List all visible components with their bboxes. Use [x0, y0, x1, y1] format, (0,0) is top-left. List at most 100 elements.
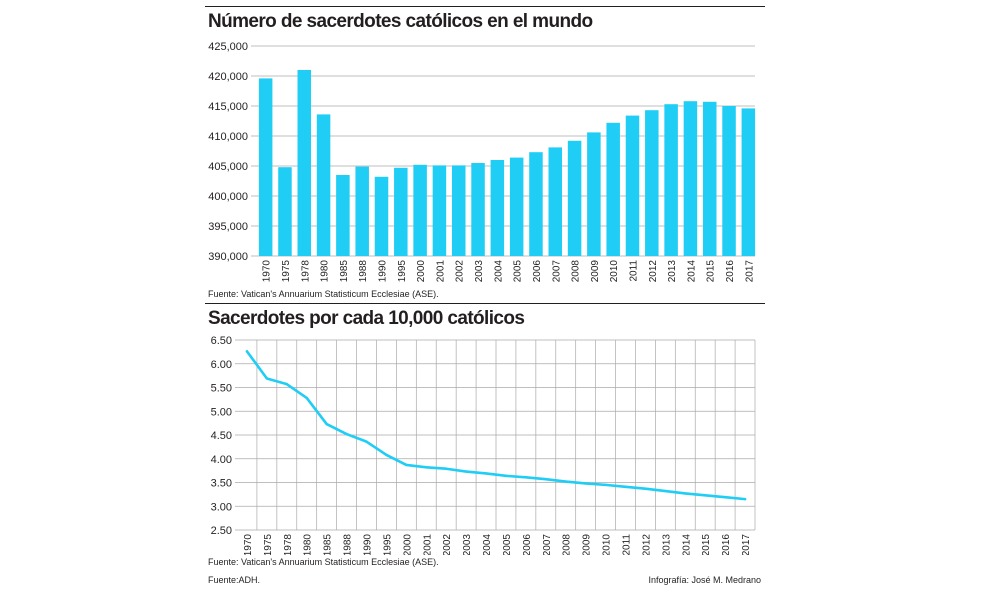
x-tick-label: 2001 — [422, 534, 433, 555]
bar — [664, 104, 678, 256]
bar — [297, 70, 312, 256]
x-tick-label: 2003 — [474, 260, 485, 283]
y-tick-label: 400,000 — [208, 191, 248, 203]
y-tick-label: 4.50 — [211, 430, 232, 442]
ratio-line-chart: 2.50 3.00 3.50 4.00 4.50 5.00 5.50 6.00 6.50 1970… — [211, 335, 756, 555]
x-tick-label: 2011 — [629, 260, 640, 282]
bar — [567, 140, 582, 256]
x-tick-label: 1978 — [283, 534, 294, 555]
data-point — [305, 396, 308, 400]
x-tick-label: 2017 — [744, 260, 755, 283]
bar — [683, 101, 698, 256]
bar — [509, 157, 524, 256]
y-tick-label: 3.00 — [211, 501, 232, 513]
x-tick-label: 2012 — [648, 260, 659, 283]
x-tick-label: 2010 — [602, 534, 613, 555]
series-line — [245, 350, 747, 501]
x-tick-label: 2000 — [402, 534, 413, 555]
y-tick-label: 2.50 — [211, 525, 232, 537]
y-tick-label: 425,000 — [208, 41, 248, 53]
bar — [587, 132, 601, 256]
top-rule — [205, 6, 765, 7]
section-rule — [205, 303, 765, 304]
x-tick-label: 2013 — [667, 260, 678, 283]
bar — [548, 147, 563, 256]
bar — [258, 78, 273, 257]
data-point — [524, 476, 528, 479]
x-tick-label: 1985 — [323, 534, 334, 555]
x-tick-label: 2006 — [532, 260, 543, 283]
y-tick-label: 5.00 — [211, 406, 232, 418]
y-tick-label: 6.00 — [211, 359, 232, 371]
data-point — [285, 382, 289, 386]
y-tick-label: 3.50 — [211, 478, 232, 490]
x-tick-label: 1980 — [320, 260, 331, 283]
y-tick-label: 405,000 — [208, 161, 248, 173]
x-tick-label: 2004 — [493, 260, 504, 283]
bar — [625, 115, 640, 256]
x-tick-label: 2008 — [571, 260, 582, 283]
x-tick-label: 2007 — [542, 534, 553, 555]
data-point — [624, 485, 627, 488]
y-tick-label: 5.50 — [211, 383, 232, 395]
x-tick-label: 2009 — [590, 260, 601, 283]
data-point — [464, 470, 468, 473]
bar — [722, 106, 736, 256]
x-tick-label: 1970 — [262, 260, 273, 283]
x-tick-label: 2014 — [681, 534, 692, 555]
data-point — [345, 432, 348, 436]
data-point — [684, 492, 687, 495]
bar-chart-title: Número de sacerdotes católicos en el mun… — [208, 11, 593, 32]
bar — [374, 176, 389, 256]
y-tick-label: 4.00 — [211, 454, 232, 466]
x-tick-label: 2013 — [661, 534, 672, 555]
y-tick-label: 6.50 — [211, 335, 232, 347]
x-tick-label: 2017 — [741, 534, 752, 555]
data-point — [325, 422, 328, 426]
data-point — [604, 483, 607, 487]
y-tick-label: 395,000 — [208, 221, 248, 233]
x-tick-label: 2006 — [522, 534, 533, 555]
x-tick-label: 2000 — [416, 260, 427, 283]
x-tick-label: 2008 — [562, 534, 573, 555]
data-point — [723, 496, 727, 499]
x-tick-label: 2005 — [502, 534, 513, 555]
x-tick-label: 2002 — [442, 534, 453, 555]
data-point — [265, 377, 269, 380]
bar — [278, 167, 292, 256]
data-point — [584, 482, 587, 485]
x-tick-label: 2003 — [462, 534, 473, 555]
x-tick-label: 1970 — [243, 534, 254, 555]
x-tick-label: 2001 — [435, 260, 446, 283]
priests-bar-chart: 390,000 395,000 400,000 405,000 410,000 415,0… — [208, 41, 756, 283]
x-tick-label: 2010 — [609, 260, 620, 283]
y-tick-label: 415,000 — [208, 101, 248, 113]
bar — [741, 108, 756, 257]
data-point — [564, 480, 567, 483]
bar — [490, 160, 505, 256]
bar — [394, 167, 408, 256]
x-tick-label: 1990 — [363, 534, 374, 555]
data-point — [245, 350, 249, 353]
x-tick-label: 2012 — [641, 534, 652, 555]
y-tick-label: 420,000 — [208, 71, 248, 83]
data-point — [504, 474, 508, 478]
bar — [606, 122, 620, 256]
x-tick-label: 2007 — [551, 260, 562, 283]
bar — [529, 152, 543, 256]
x-tick-label: 2015 — [706, 260, 717, 283]
data-point — [385, 453, 388, 457]
x-tick-label: 2016 — [725, 260, 736, 283]
y-tick-label: 390,000 — [208, 251, 248, 263]
footer-credit: Infografía: José M. Medrano — [648, 575, 761, 585]
data-point — [644, 487, 647, 490]
data-point — [743, 497, 747, 501]
x-tick-label: 2004 — [482, 534, 493, 555]
x-tick-label: 2002 — [455, 260, 466, 283]
data-point — [703, 494, 707, 497]
bar-chart-source: Fuente: Vatican's Annuarium Statisticum … — [208, 289, 439, 299]
bar — [413, 164, 427, 256]
x-tick-label: 1975 — [263, 534, 274, 555]
y-tick-label: 410,000 — [208, 131, 248, 143]
x-tick-label: 2009 — [582, 534, 593, 555]
